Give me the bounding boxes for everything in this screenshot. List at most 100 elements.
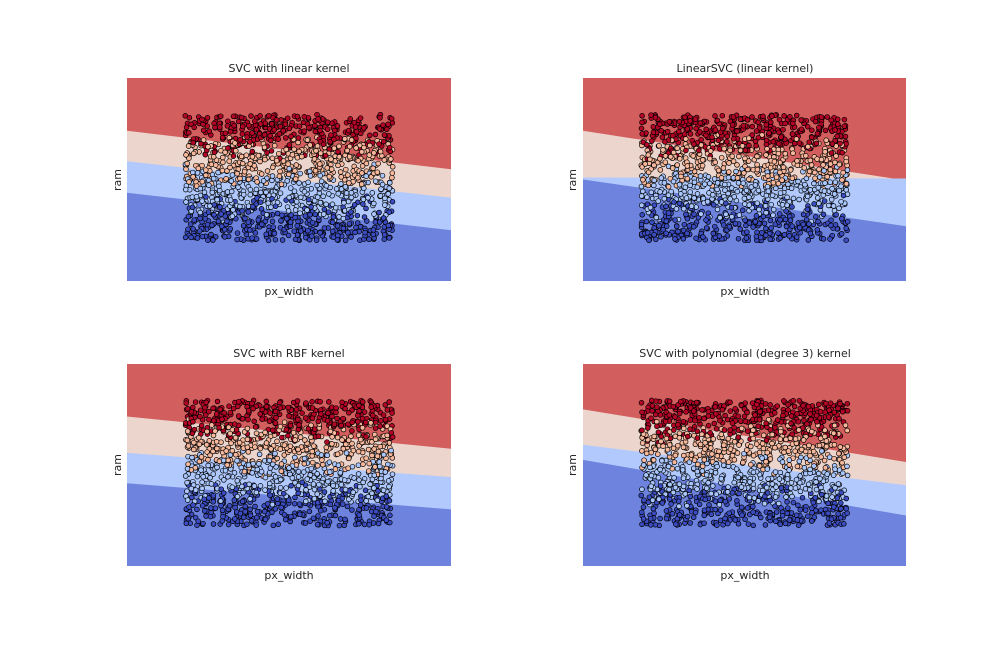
data-point (199, 198, 205, 204)
data-point (297, 170, 303, 177)
data-point (339, 399, 345, 406)
data-point (793, 112, 800, 119)
data-point (295, 490, 301, 496)
data-point (377, 463, 383, 470)
data-point (238, 153, 245, 160)
data-point (311, 495, 318, 502)
data-point (797, 507, 804, 513)
data-point (307, 212, 313, 218)
data-point (183, 166, 189, 172)
data-point (746, 220, 753, 226)
data-point (303, 400, 309, 406)
data-point (739, 207, 746, 214)
data-point (257, 158, 263, 165)
data-point (735, 235, 742, 242)
data-point (335, 190, 341, 197)
data-point (369, 490, 375, 497)
y-axis-label: ram (111, 454, 124, 476)
data-point (244, 436, 251, 443)
data-point (746, 142, 752, 149)
data-point (643, 472, 649, 478)
data-point (691, 141, 697, 147)
data-point (770, 179, 777, 186)
data-point (195, 518, 201, 524)
data-point (299, 479, 305, 486)
data-point (260, 178, 267, 184)
data-point (785, 181, 791, 188)
data-point (764, 183, 771, 190)
data-point (828, 117, 834, 123)
data-point (366, 236, 372, 243)
data-point (269, 501, 276, 508)
data-point (347, 116, 354, 122)
data-point (310, 515, 317, 521)
data-point (202, 151, 209, 158)
data-point (796, 196, 802, 203)
data-point (185, 213, 192, 220)
data-point (371, 472, 378, 479)
data-point (812, 118, 819, 125)
data-point (232, 516, 238, 522)
data-point (712, 223, 718, 230)
data-point (711, 176, 718, 182)
data-point (375, 160, 381, 167)
data-point (793, 136, 800, 142)
data-point (224, 462, 230, 468)
data-point (683, 136, 689, 142)
data-point (371, 446, 377, 452)
data-point (227, 226, 234, 232)
data-point (253, 186, 260, 193)
data-point (212, 428, 218, 434)
data-point (272, 474, 279, 480)
data-point (363, 433, 369, 440)
data-point (357, 436, 364, 443)
data-point (295, 139, 301, 146)
data-point (788, 185, 795, 192)
data-point (806, 168, 813, 175)
data-point (244, 521, 250, 527)
data-point (303, 487, 309, 493)
data-point (297, 210, 303, 216)
data-point (266, 469, 273, 476)
data-point (725, 174, 732, 181)
data-point (338, 422, 344, 429)
data-point (682, 184, 689, 191)
data-point (839, 149, 846, 156)
data-point (207, 452, 213, 459)
data-point (832, 222, 839, 228)
data-point (722, 181, 728, 188)
data-point (314, 182, 320, 189)
data-point (322, 498, 328, 505)
data-point (376, 141, 382, 147)
data-point (693, 125, 699, 132)
data-point (296, 180, 302, 186)
data-point (183, 520, 190, 527)
data-point (366, 152, 373, 158)
data-point (293, 162, 300, 168)
data-point (294, 154, 301, 161)
data-point (385, 478, 392, 484)
data-point (270, 522, 277, 529)
data-point (330, 214, 337, 220)
data-point (198, 141, 204, 147)
data-point (642, 161, 648, 167)
data-point (644, 142, 650, 148)
data-point (227, 164, 233, 171)
data-point (375, 520, 382, 527)
data-point (844, 400, 851, 407)
data-point (335, 162, 341, 169)
data-point (672, 217, 678, 223)
data-point (310, 459, 316, 466)
data-point (806, 221, 812, 227)
subplot-linear-svc: SVC with linear kernel px_width ram (111, 62, 451, 298)
data-point (235, 398, 242, 405)
data-point (292, 168, 298, 174)
data-point (804, 206, 811, 213)
data-point (663, 230, 669, 237)
data-point (317, 172, 323, 179)
data-point (370, 412, 376, 419)
data-point (840, 169, 846, 176)
data-point (291, 500, 298, 507)
data-point (821, 198, 828, 204)
data-point (266, 418, 273, 425)
